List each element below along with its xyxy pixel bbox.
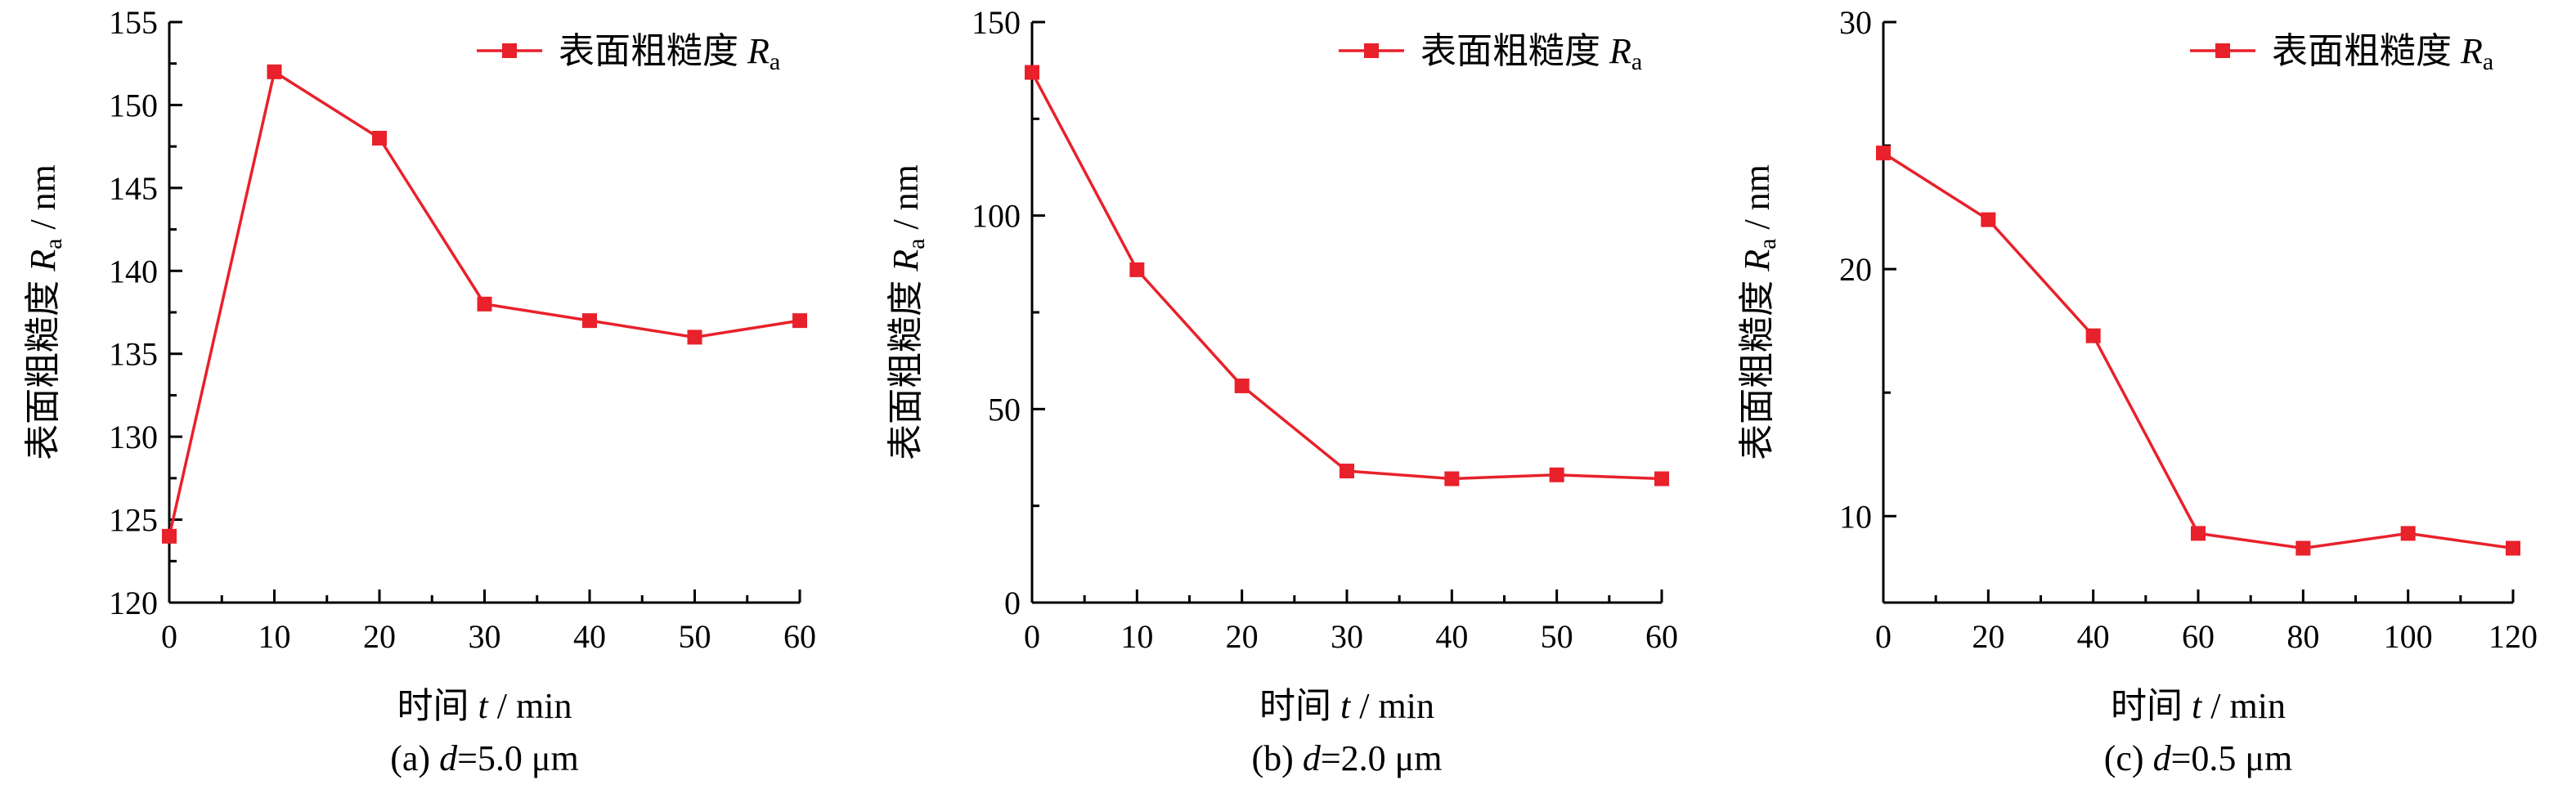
data-point [2191,526,2206,541]
y-tick-label: 30 [1839,4,1872,41]
y-tick-label: 120 [109,585,158,621]
y-tick-label: 10 [1839,498,1872,535]
x-tick-label: 0 [1024,618,1040,655]
legend-label: 表面粗糙度 Ra [1420,31,1642,75]
data-point [792,313,807,329]
data-point [1234,378,1250,393]
y-tick-label: 140 [109,253,158,289]
x-tick-label: 60 [783,618,816,655]
x-tick-label: 60 [1645,618,1678,655]
x-tick-label: 40 [1435,618,1468,655]
y-tick-label: 20 [1839,251,1872,288]
x-tick-label: 40 [573,618,606,655]
x-tick-label: 30 [469,618,501,655]
data-point [1025,65,1039,80]
legend-marker [2215,43,2230,58]
x-tick-label: 10 [258,618,291,655]
y-tick-label: 135 [109,336,158,373]
data-point [2296,540,2311,556]
legend-marker [502,43,517,58]
data-point [1876,146,1891,161]
data-point [1444,471,1460,486]
x-axis-title: 时间 t / min [397,686,572,726]
y-tick-label: 125 [109,502,158,539]
panel-caption: (a) d=5.0 μm [390,738,578,778]
data-point [1654,471,1669,486]
y-tick-label: 150 [972,4,1021,41]
data-point [2400,526,2416,541]
data-point [1981,212,1996,227]
x-tick-label: 0 [1875,618,1892,655]
data-point [1129,262,1145,277]
data-point [2506,540,2520,556]
data-point [1549,467,1564,482]
x-tick-label: 60 [2182,618,2215,655]
y-tick-label: 100 [972,198,1021,235]
x-tick-label: 20 [1226,618,1259,655]
x-tick-label: 20 [363,618,396,655]
x-tick-label: 40 [2077,618,2110,655]
data-point [477,296,492,312]
y-tick-label: 50 [988,391,1021,428]
panel-caption: (c) d=0.5 μm [2104,738,2292,778]
y-tick-label: 150 [109,87,158,123]
data-point [1340,464,1354,479]
series-line [1883,151,2514,550]
y-tick-label: 155 [109,4,158,41]
y-axis-title: 表面粗糙度 Ra / nm [1737,164,1781,460]
data-point [2085,328,2101,343]
y-tick-label: 0 [1004,585,1021,621]
y-axis-title: 表面粗糙度 Ra / nm [23,164,67,460]
x-axis-title: 时间 t / min [2111,686,2286,726]
x-tick-label: 120 [2488,618,2538,655]
series-line [1030,71,1663,481]
x-axis-title: 时间 t / min [1259,686,1434,726]
x-tick-label: 100 [2384,618,2433,655]
x-tick-label: 80 [2287,618,2319,655]
y-tick-label: 145 [109,170,158,207]
data-point [267,64,282,79]
legend-label: 表面粗糙度 Ra [559,31,780,75]
chart-panel-a: 120 125 130 135 140 145 150 155 0 10 20 30 40 50 60 时间 … [23,4,816,778]
chart-panel-b: 0 50 100 150 0 10 20 30 40 50 60 时间 t / min 表面粗糙度 Ra… [886,4,1678,778]
x-tick-label: 30 [1331,618,1363,655]
legend-label: 表面粗糙度 Ra [2272,31,2493,75]
legend-marker [1364,43,1379,58]
panel-caption: (b) d=2.0 μm [1252,738,1443,778]
data-point [687,329,702,345]
data-point [372,131,387,146]
x-tick-label: 50 [1541,618,1573,655]
x-tick-label: 10 [1120,618,1153,655]
y-tick-label: 130 [109,419,158,455]
x-tick-label: 0 [161,618,177,655]
data-point [582,313,597,329]
x-tick-label: 20 [1972,618,2004,655]
data-point [162,528,177,544]
x-tick-label: 50 [679,618,711,655]
chart-panel-c: 10 20 30 0 20 40 60 80 100 120 时间 t / min 表面粗糙度 Ra … [1737,4,2538,778]
y-axis-title: 表面粗糙度 Ra / nm [886,164,930,460]
